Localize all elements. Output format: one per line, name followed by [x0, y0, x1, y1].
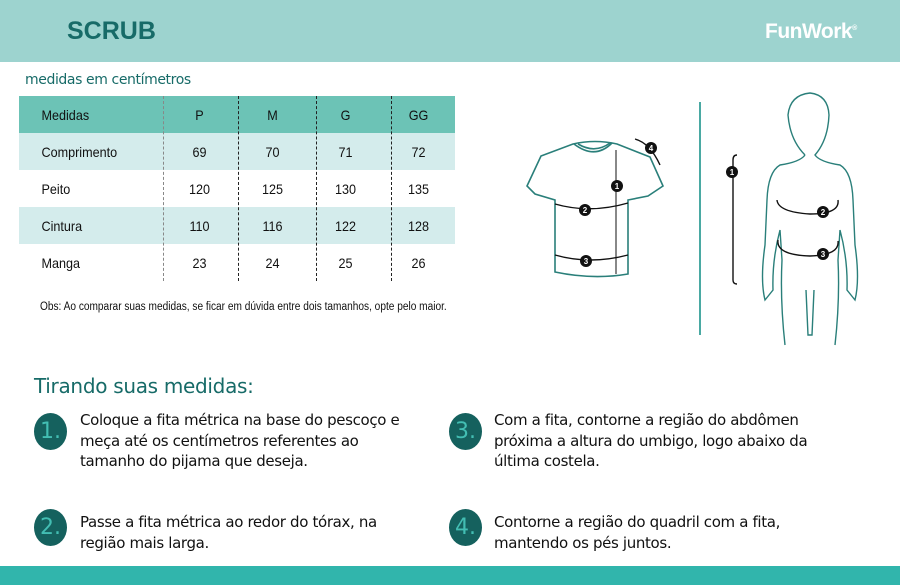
row-label: Manga — [41, 254, 81, 271]
header-band — [0, 0, 900, 62]
step-number: 2. — [34, 509, 67, 546]
marker-1 — [611, 180, 623, 192]
size-value: 24 — [265, 254, 280, 271]
divider-line — [699, 102, 701, 335]
table-row: Manga 23 24 25 26 — [19, 244, 455, 281]
marker-label: 2 — [821, 208, 826, 217]
size-value: 128 — [407, 217, 430, 234]
brand-name: FunWork — [765, 20, 853, 43]
marker-label: 1 — [615, 182, 620, 191]
marker-label: 3 — [821, 250, 826, 259]
size-value: 69 — [192, 143, 207, 160]
registered-mark: ® — [852, 25, 857, 32]
size-value: 116 — [262, 217, 283, 234]
header-cell: GG — [408, 106, 429, 123]
table-header-row: Medidas P M G GG — [19, 96, 455, 133]
size-value: 26 — [411, 254, 426, 271]
step-text: Contorne a região do quadril com a fita,… — [494, 513, 781, 552]
header-cell: M — [267, 106, 278, 123]
size-value: 72 — [411, 143, 426, 160]
instructions-heading: Tirando suas medidas: — [34, 374, 254, 398]
page-title: SCRUB — [67, 17, 156, 45]
size-value: 110 — [189, 217, 210, 234]
size-value: 130 — [334, 180, 357, 197]
marker-label: 4 — [649, 144, 654, 153]
column-divider — [391, 96, 392, 281]
brand-logo: FunWork® — [765, 20, 857, 44]
step-number: 1. — [34, 413, 67, 450]
step-text: Passe a fita métrica ao redor do tórax, … — [80, 513, 377, 552]
size-value: 135 — [407, 180, 430, 197]
size-value: 71 — [338, 143, 353, 160]
size-value: 70 — [265, 143, 280, 160]
size-value: 23 — [192, 254, 207, 271]
shirt-diagram: 1 2 3 4 — [526, 138, 665, 278]
marker-1 — [726, 166, 738, 178]
step-text: Com a fita, contorne a região do abdômen… — [494, 411, 808, 470]
size-note: Obs: Ao comparar suas medidas, se ficar … — [40, 301, 447, 313]
header-cell: Medidas — [41, 106, 90, 123]
header-cell: G — [340, 106, 351, 123]
marker-3 — [580, 255, 592, 267]
row-label: Comprimento — [41, 143, 118, 160]
table-row: Cintura 110 116 122 128 — [19, 207, 455, 244]
step-number: 4. — [449, 509, 482, 546]
row-label: Peito — [41, 180, 71, 197]
row-label: Cintura — [41, 217, 83, 234]
marker-2 — [817, 206, 829, 218]
column-divider — [238, 96, 239, 281]
size-value: 125 — [261, 180, 284, 197]
size-value: 120 — [188, 180, 211, 197]
table-row: Peito 120 125 130 135 — [19, 170, 455, 207]
column-divider — [163, 96, 164, 281]
size-value: 25 — [338, 254, 353, 271]
body-diagram: 1 2 3 — [726, 92, 859, 346]
table-row: Comprimento 69 70 71 72 — [19, 133, 455, 170]
marker-label: 1 — [730, 168, 735, 177]
marker-4 — [645, 142, 657, 154]
marker-3 — [817, 248, 829, 260]
step-number: 3. — [449, 413, 482, 450]
units-subtitle: medidas em centímetros — [25, 72, 191, 88]
size-value: 122 — [334, 217, 357, 234]
marker-label: 3 — [584, 257, 589, 266]
column-divider — [316, 96, 317, 281]
step-text: Coloque a fita métrica na base do pescoç… — [80, 411, 400, 470]
footer-band — [0, 566, 900, 585]
header-cell: P — [195, 106, 204, 123]
marker-2 — [579, 204, 591, 216]
marker-label: 2 — [583, 206, 588, 215]
size-table: Medidas P M G GG Comprimento 69 70 71 72 Peit… — [19, 96, 455, 281]
